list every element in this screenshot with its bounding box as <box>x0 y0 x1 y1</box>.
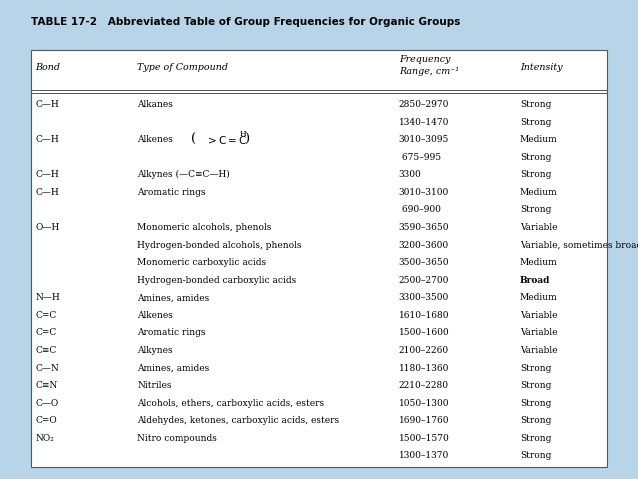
Text: Strong: Strong <box>520 434 551 443</box>
Text: Variable: Variable <box>520 329 558 337</box>
Text: Alkynes (—C≡C—H): Alkynes (—C≡C—H) <box>137 170 230 180</box>
Text: 2500–2700: 2500–2700 <box>399 276 449 285</box>
Text: 3590–3650: 3590–3650 <box>399 223 449 232</box>
Text: Medium: Medium <box>520 188 558 197</box>
Text: 1300–1370: 1300–1370 <box>399 451 449 460</box>
Text: 2850–2970: 2850–2970 <box>399 100 449 109</box>
Text: $\mathrm{\!>C{=}C\!}$: $\mathrm{\!>C{=}C\!}$ <box>207 134 247 146</box>
Text: Bond: Bond <box>35 63 60 71</box>
Text: Medium: Medium <box>520 135 558 144</box>
Text: Monomeric alcohols, phenols: Monomeric alcohols, phenols <box>137 223 272 232</box>
Text: 3300: 3300 <box>399 171 422 179</box>
Text: Aromatic rings: Aromatic rings <box>137 329 205 337</box>
Text: Strong: Strong <box>520 416 551 425</box>
Text: Range, cm⁻¹: Range, cm⁻¹ <box>399 68 459 76</box>
Text: 1340–1470: 1340–1470 <box>399 118 449 126</box>
Text: Monomeric carboxylic acids: Monomeric carboxylic acids <box>137 258 266 267</box>
Text: Strong: Strong <box>520 381 551 390</box>
Text: 3010–3095: 3010–3095 <box>399 135 449 144</box>
Text: H: H <box>239 130 246 138</box>
Text: Alkynes: Alkynes <box>137 346 173 355</box>
Text: Type of Compound: Type of Compound <box>137 63 228 71</box>
Text: Variable, sometimes broad: Variable, sometimes broad <box>520 240 638 250</box>
Text: 3010–3100: 3010–3100 <box>399 188 449 197</box>
Text: Strong: Strong <box>520 364 551 373</box>
Text: 3200–3600: 3200–3600 <box>399 240 449 250</box>
Text: 1050–1300: 1050–1300 <box>399 399 449 408</box>
Text: C=C: C=C <box>35 329 56 337</box>
Text: ): ) <box>244 133 249 146</box>
Text: Nitro compounds: Nitro compounds <box>137 434 217 443</box>
Text: Alcohols, ethers, carboxylic acids, esters: Alcohols, ethers, carboxylic acids, este… <box>137 399 324 408</box>
Text: 3300–3500: 3300–3500 <box>399 293 449 302</box>
FancyBboxPatch shape <box>31 50 607 467</box>
Text: 1610–1680: 1610–1680 <box>399 311 449 320</box>
Text: C≡N: C≡N <box>35 381 57 390</box>
Text: Alkenes: Alkenes <box>137 311 173 320</box>
Text: 1690–1760: 1690–1760 <box>399 416 449 425</box>
Text: C≡C: C≡C <box>35 346 56 355</box>
Text: C—H: C—H <box>35 188 59 197</box>
Text: 2100–2260: 2100–2260 <box>399 346 449 355</box>
Text: 690–900: 690–900 <box>399 205 441 215</box>
Text: O—H: O—H <box>35 223 59 232</box>
Text: Variable: Variable <box>520 223 558 232</box>
Text: Broad: Broad <box>520 276 551 285</box>
Text: (: ( <box>191 133 197 146</box>
Text: Strong: Strong <box>520 399 551 408</box>
Text: C—H: C—H <box>35 100 59 109</box>
Text: 1500–1600: 1500–1600 <box>399 329 449 337</box>
Text: C=C: C=C <box>35 311 56 320</box>
Text: C—O: C—O <box>35 399 58 408</box>
Text: 1180–1360: 1180–1360 <box>399 364 449 373</box>
Text: Hydrogen-bonded alcohols, phenols: Hydrogen-bonded alcohols, phenols <box>137 240 302 250</box>
Text: 675–995: 675–995 <box>399 153 441 162</box>
Text: 3500–3650: 3500–3650 <box>399 258 449 267</box>
Text: Hydrogen-bonded carboxylic acids: Hydrogen-bonded carboxylic acids <box>137 276 297 285</box>
Text: Strong: Strong <box>520 205 551 215</box>
Text: Strong: Strong <box>520 118 551 126</box>
Text: Alkanes: Alkanes <box>137 100 173 109</box>
Text: Variable: Variable <box>520 311 558 320</box>
Text: Medium: Medium <box>520 258 558 267</box>
Text: Strong: Strong <box>520 171 551 179</box>
Text: Strong: Strong <box>520 153 551 162</box>
Text: 2210–2280: 2210–2280 <box>399 381 449 390</box>
Text: 1500–1570: 1500–1570 <box>399 434 450 443</box>
Text: Amines, amides: Amines, amides <box>137 293 209 302</box>
Text: NO₂: NO₂ <box>35 434 54 443</box>
Text: Intensity: Intensity <box>520 63 563 71</box>
Text: TABLE 17-2   Abbreviated Table of Group Frequencies for Organic Groups: TABLE 17-2 Abbreviated Table of Group Fr… <box>31 17 460 27</box>
Text: C—N: C—N <box>35 364 59 373</box>
Text: Frequency: Frequency <box>399 56 450 64</box>
Text: Aromatic rings: Aromatic rings <box>137 188 205 197</box>
Text: Amines, amides: Amines, amides <box>137 364 209 373</box>
Text: N—H: N—H <box>35 293 60 302</box>
Text: C—H: C—H <box>35 171 59 179</box>
Text: Medium: Medium <box>520 293 558 302</box>
Text: Strong: Strong <box>520 451 551 460</box>
Text: Aldehydes, ketones, carboxylic acids, esters: Aldehydes, ketones, carboxylic acids, es… <box>137 416 339 425</box>
Text: Alkenes: Alkenes <box>137 135 173 144</box>
Text: C—H: C—H <box>35 135 59 144</box>
Text: Strong: Strong <box>520 100 551 109</box>
Text: C=O: C=O <box>35 416 57 425</box>
Text: Nitriles: Nitriles <box>137 381 172 390</box>
Text: Variable: Variable <box>520 346 558 355</box>
